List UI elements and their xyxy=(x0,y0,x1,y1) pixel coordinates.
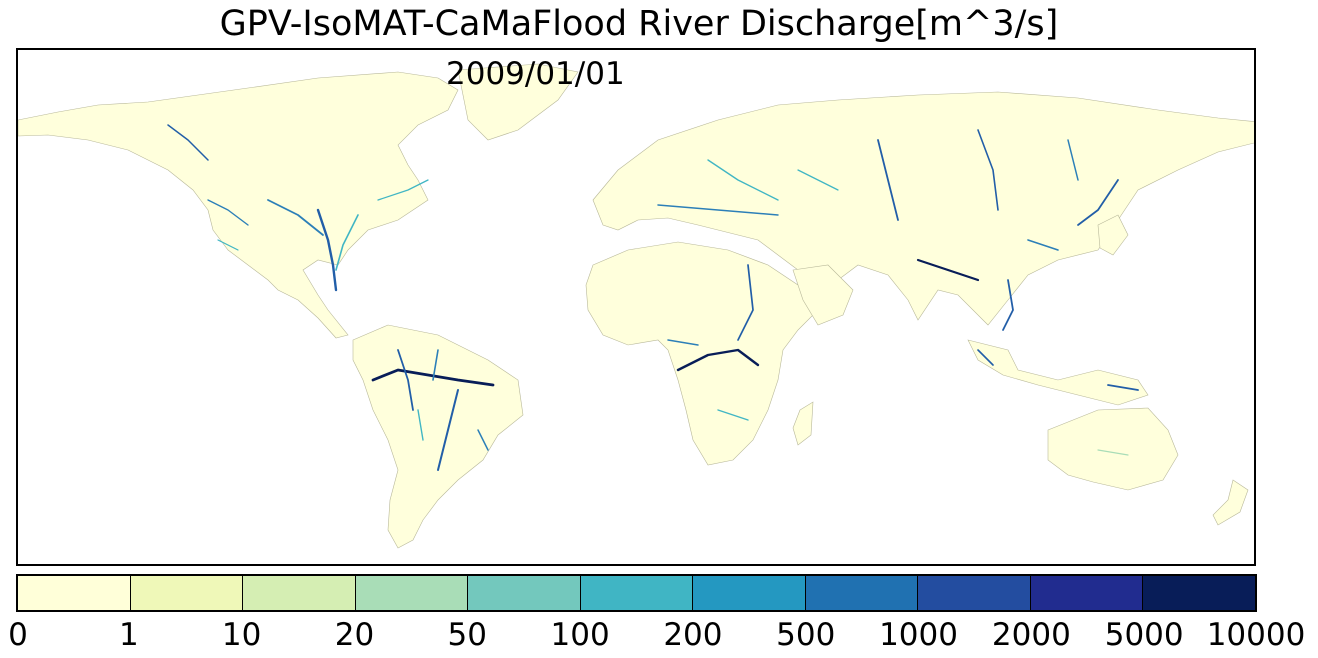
colorbar-tick-label: 1 xyxy=(118,617,139,653)
colorbar-tick-label: 100 xyxy=(550,617,610,653)
land-new-zealand xyxy=(1212,479,1249,526)
land-greenland xyxy=(457,63,579,141)
colorbar-tick-label: 200 xyxy=(663,617,723,653)
land-indonesia xyxy=(967,339,1149,406)
colorbar-segment-6 xyxy=(693,576,806,610)
colorbar-tick-label: 1000 xyxy=(879,617,958,653)
colorbar-tick-label: 10000 xyxy=(1206,617,1306,653)
colorbar-segment-3 xyxy=(355,576,469,610)
colorbar-segment-8 xyxy=(918,576,1031,610)
colorbar-segment-0 xyxy=(18,576,131,610)
colorbar-ticks: 0 1 10 20 50 100 200 500 1000 2000 5000 10000 xyxy=(0,612,1318,658)
land-africa xyxy=(585,241,819,466)
land-australia xyxy=(1047,407,1179,491)
colorbar-segment-1 xyxy=(130,576,244,610)
world-map xyxy=(18,63,1254,549)
land-eurasia xyxy=(592,91,1254,326)
colorbar-tick-label: 20 xyxy=(334,617,375,653)
colorbar-tick-label: 500 xyxy=(776,617,836,653)
colorbar-tick-label: 5000 xyxy=(1104,617,1184,653)
colorbar-segment-7 xyxy=(805,576,919,610)
colorbar-segment-5 xyxy=(580,576,694,610)
colorbar-segment-4 xyxy=(468,576,581,610)
land-madagascar xyxy=(792,401,814,446)
map-panel xyxy=(16,48,1256,566)
map-title: GPV-IsoMAT-CaMaFlood River Discharge[m^3… xyxy=(219,4,1059,44)
land-japan xyxy=(1097,214,1129,256)
land-arabia xyxy=(792,264,854,326)
colorbar-segment-2 xyxy=(243,576,356,610)
colorbar-segment-9 xyxy=(1030,576,1144,610)
colorbar-tick-label: 2000 xyxy=(991,617,1071,653)
colorbar xyxy=(16,574,1257,612)
land-south-america xyxy=(352,324,524,549)
date-label: 2009/01/01 xyxy=(446,56,625,92)
colorbar-tick-label: 10 xyxy=(221,617,262,653)
colorbar-tick-label: 50 xyxy=(447,617,487,653)
colorbar-tick-label: 0 xyxy=(8,617,28,653)
colorbar-segment-10 xyxy=(1143,576,1256,610)
land-north-america xyxy=(18,71,459,339)
